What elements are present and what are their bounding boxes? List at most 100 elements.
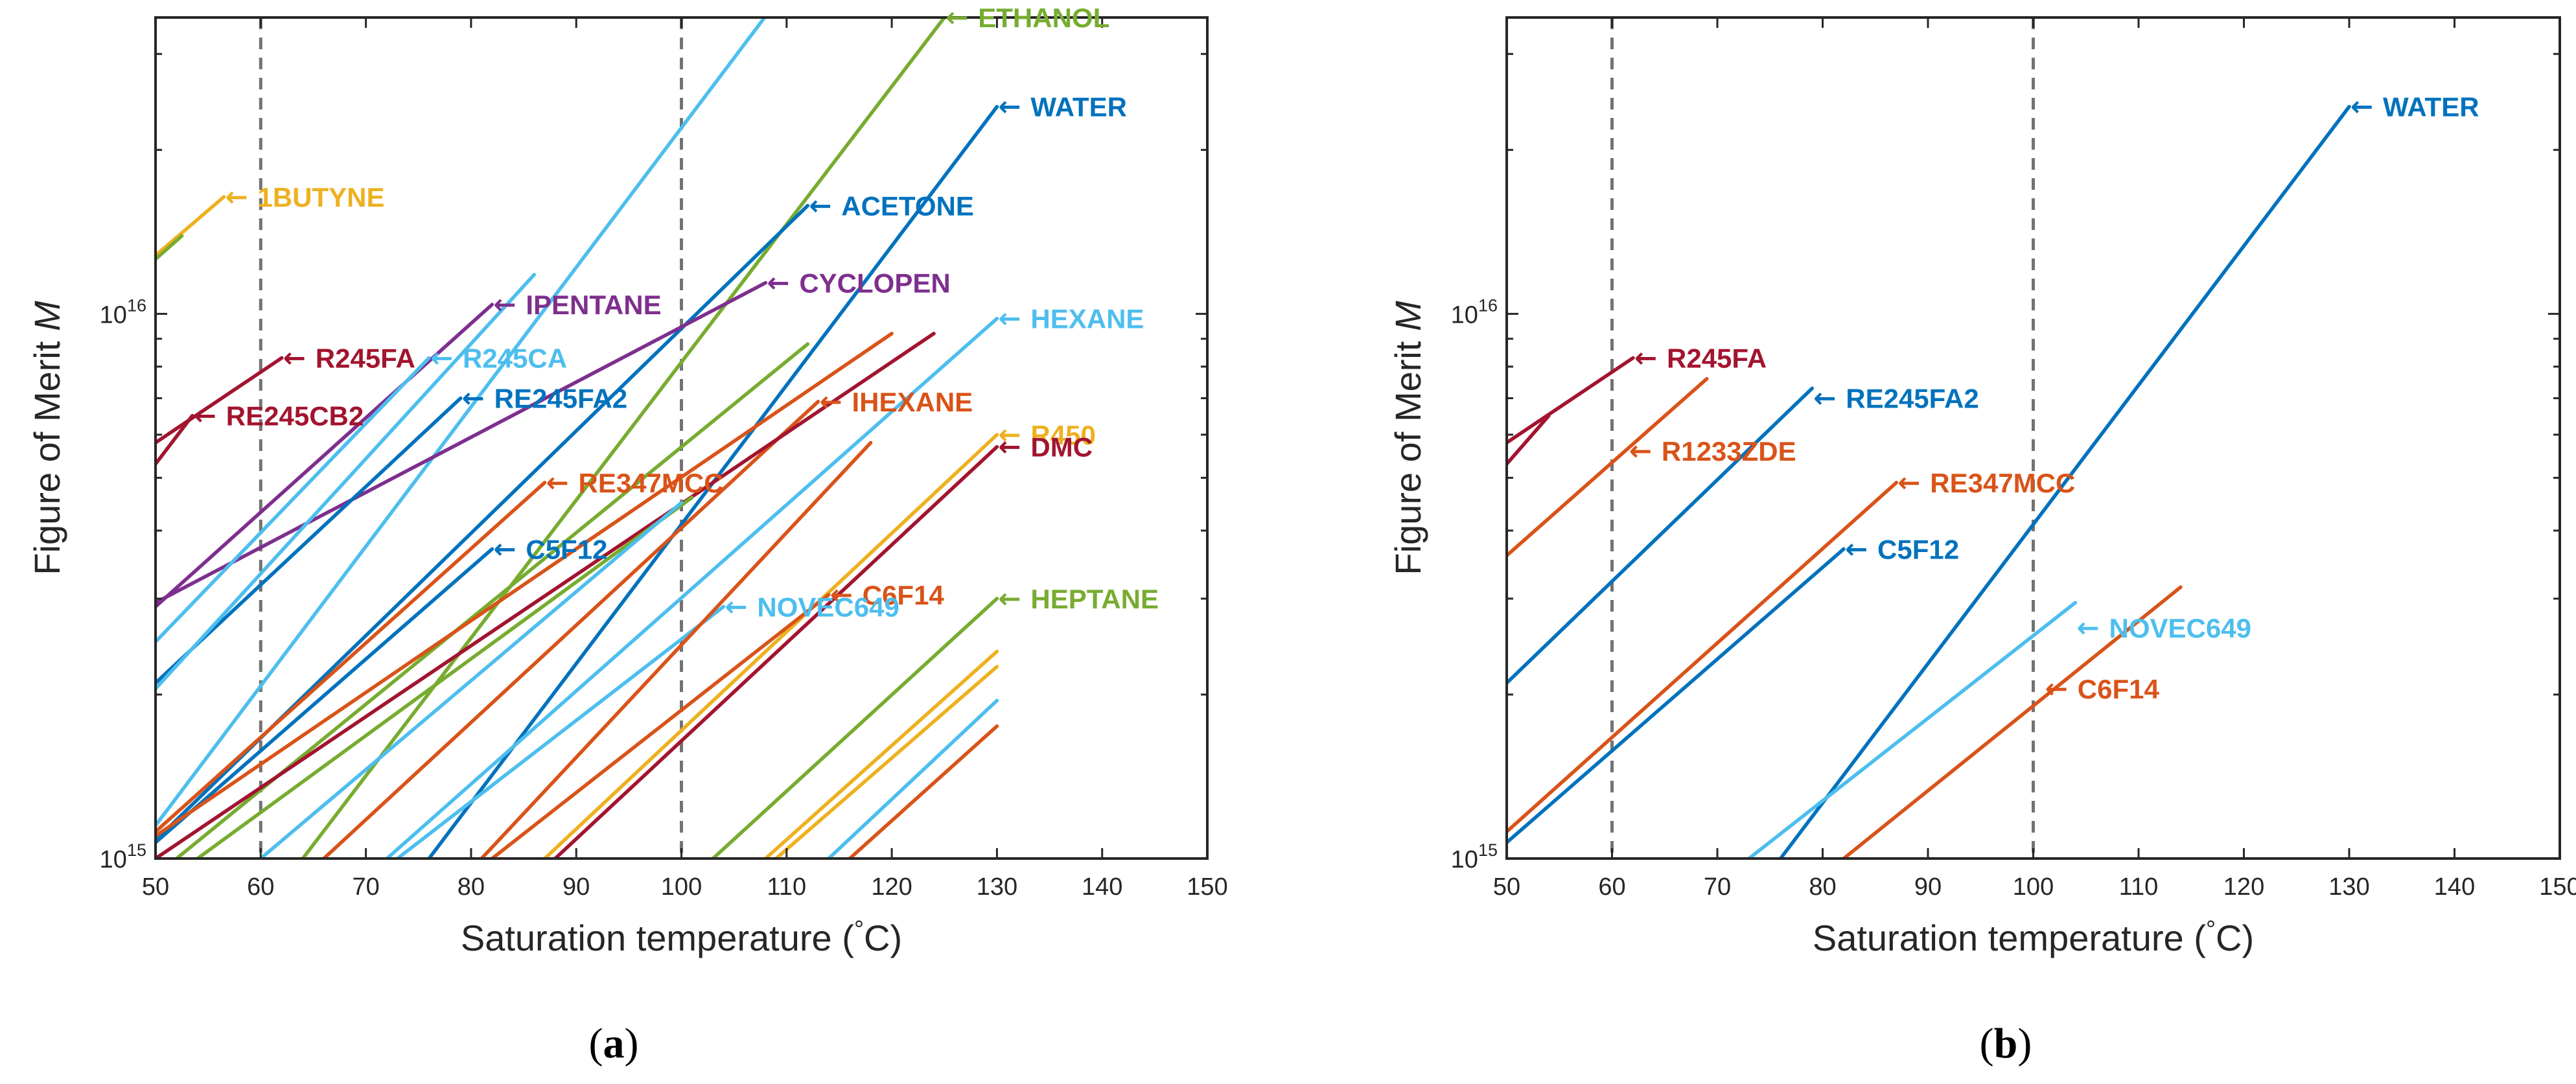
annotation-arrow-icon: ←	[1813, 382, 1836, 414]
series-label: C5F12	[1877, 534, 1959, 564]
series-label: HEPTANE	[1030, 584, 1159, 614]
series-line-novec649	[395, 605, 726, 859]
x-tick-label: 110	[767, 873, 807, 901]
annotation-arrow-icon: ←	[946, 1, 968, 33]
annotation-arrow-icon: ←	[1845, 533, 1868, 564]
caption-close: )	[625, 1020, 639, 1067]
y-axis-label-text: Figure of Merit	[27, 331, 67, 575]
series-label: WATER	[2383, 92, 2479, 122]
series-annotation-r245fa: ← R245FA	[1634, 341, 1767, 373]
x-tick-label: 140	[2434, 873, 2475, 901]
x-axis-label-degree: °	[854, 916, 864, 943]
series-annotation-acetone: ← ACETONE	[809, 189, 974, 221]
series-label: C5F12	[526, 534, 607, 564]
annotation-arrow-icon: ←	[2350, 91, 2373, 122]
annotation-arrow-icon: ←	[998, 419, 1021, 450]
annotation-arrow-icon: ←	[1897, 467, 1920, 498]
annotation-arrow-icon: ←	[998, 303, 1021, 334]
y-tick-label: 1016	[1451, 295, 1498, 329]
series-line-re347mcc	[156, 481, 547, 834]
x-tick-label: 70	[1704, 873, 1731, 901]
series-line-30	[826, 698, 999, 859]
series-label: RE245FA2	[494, 384, 627, 414]
series-line-1butyne	[156, 195, 226, 257]
x-tick-label: 140	[1082, 873, 1122, 901]
series-annotation-novec649: ← NOVEC649	[725, 590, 899, 622]
series-annotation-dmc: ← DMC	[998, 431, 1093, 463]
series-label: NOVEC649	[757, 592, 899, 622]
annotation-arrow-icon: ←	[830, 579, 853, 610]
x-tick-label: 60	[247, 873, 274, 901]
x-tick-label: 120	[2223, 873, 2264, 901]
y-tick-base: 10	[100, 301, 127, 329]
series-annotation-r245fa: ← R245FA	[283, 341, 415, 373]
series-annotation-ihexane: ← IHEXANE	[819, 386, 973, 417]
caption-letter: a	[603, 1020, 625, 1067]
series-annotation-re245fa2: ← RE245FA2	[462, 382, 627, 414]
y-axis-label: Figure of Merit M	[1387, 301, 1428, 575]
x-tick-label: 130	[977, 873, 1017, 901]
series-annotation-ipentane: ← IPENTANE	[493, 288, 661, 320]
annotation-arrow-icon: ←	[998, 431, 1021, 463]
panel-caption: (b)	[1980, 1020, 2032, 1067]
y-tick-label: 1015	[100, 840, 146, 873]
y-tick-base: 10	[1451, 846, 1478, 873]
series-label: ETHANOL	[978, 3, 1109, 33]
series-label: RE245FA2	[1846, 384, 1978, 414]
series-line-dmc	[553, 444, 999, 859]
series-annotation-c6f14: ← C6F14	[830, 579, 945, 610]
y-tick-label: 1015	[1451, 840, 1498, 873]
x-tick-label: 90	[1914, 873, 1942, 901]
series-annotation-re245cb2: ← RE245CB2	[194, 400, 364, 432]
series-line-31	[848, 724, 999, 859]
series-annotation-c5f12: ← C5F12	[493, 533, 607, 564]
y-tick-exponent: 16	[127, 295, 146, 315]
annotation-arrow-icon: ←	[1629, 435, 1652, 467]
annotation-arrow-icon: ←	[998, 91, 1021, 122]
series-line-r245ca	[156, 356, 431, 644]
series-line-c5f12	[1507, 547, 1846, 845]
caption-letter: b	[1994, 1020, 2018, 1067]
annotation-arrow-icon: ←	[194, 400, 216, 432]
x-tick-label: 150	[1187, 873, 1227, 901]
annotation-arrow-icon: ←	[767, 267, 789, 299]
x-tick-label: 110	[2119, 873, 2159, 901]
series-annotation-re245fa2: ← RE245FA2	[1813, 382, 1978, 414]
series-label: IPENTANE	[526, 290, 661, 320]
x-tick-label: 120	[871, 873, 912, 901]
series-line-ipentane	[156, 303, 494, 609]
x-tick-label: 60	[1598, 873, 1625, 901]
series-line-r450	[542, 433, 999, 859]
plot-area	[1507, 17, 2560, 859]
y-tick-exponent: 15	[1478, 840, 1498, 860]
series-label: C6F14	[863, 580, 945, 610]
y-axis-label: Figure of Merit M	[27, 301, 67, 575]
series-line-water	[1778, 104, 2351, 859]
series-line-27	[480, 441, 873, 859]
series-line-novec649	[1747, 601, 2078, 859]
series-label: R245FA	[316, 343, 415, 373]
series-label: RE347MCC	[1930, 468, 2075, 498]
annotation-arrow-icon: ←	[819, 386, 842, 417]
series-line-c5f12	[156, 547, 494, 845]
annotation-arrow-icon: ←	[1634, 341, 1657, 373]
series-label: R1233ZDE	[1662, 436, 1796, 467]
y-tick-base: 10	[1451, 301, 1478, 329]
series-line-c6f14	[1842, 585, 2183, 859]
series-line-24	[156, 332, 936, 859]
series-label: RE245CB2	[226, 401, 364, 432]
panel-a: 50 60 70 80 90 100 110 120 130 140 15010151016Satu…	[27, 1, 1228, 1067]
series-annotation-re347mcc: ← RE347MCC	[546, 467, 724, 498]
annotation-arrow-icon: ←	[2045, 673, 2068, 704]
annotation-arrow-icon: ←	[725, 590, 747, 622]
series-line-21	[156, 273, 537, 691]
panel-b: 50 60 70 80 90 100 110 120 130 140 15010151016Satu…	[1387, 16, 2576, 1067]
series-line-cyclopen	[156, 281, 768, 605]
y-tick-exponent: 16	[1478, 295, 1498, 315]
series-lines	[1507, 104, 2351, 859]
annotation-arrow-icon: ←	[493, 288, 516, 320]
series-line-ethanol	[301, 17, 947, 859]
x-tick-label: 100	[2013, 873, 2054, 901]
series-annotation-water: ← WATER	[998, 91, 1127, 122]
